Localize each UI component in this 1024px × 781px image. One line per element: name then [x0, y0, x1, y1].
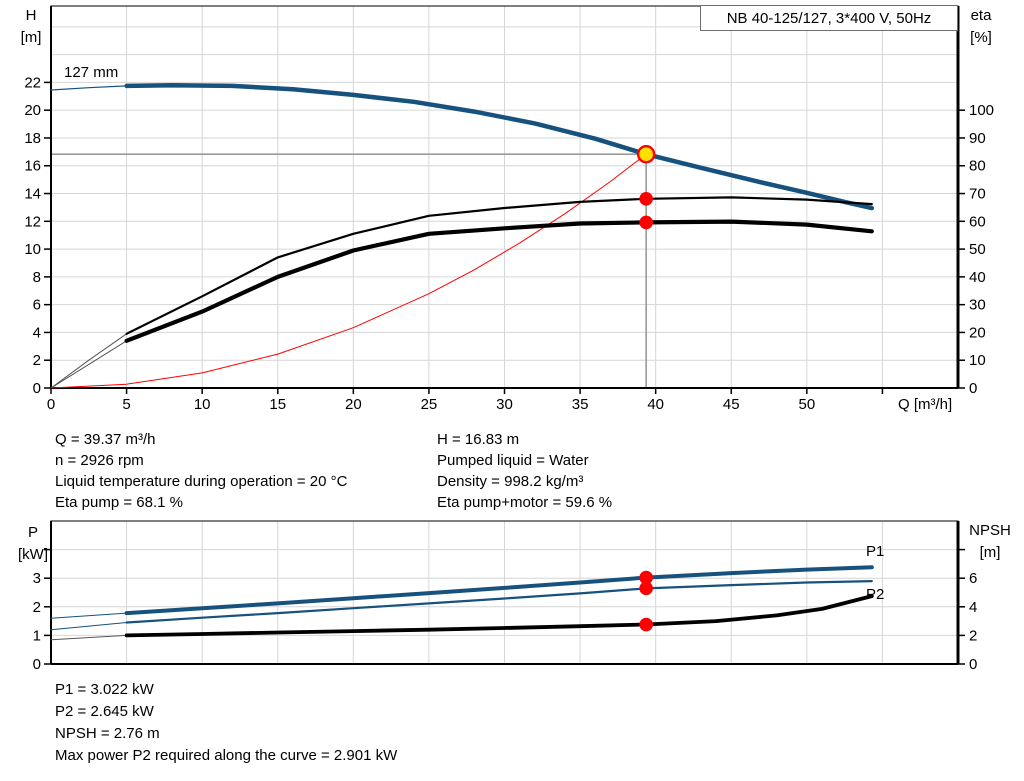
- curve-p2-thin: [50, 622, 128, 631]
- q-value-line: Q = 39.37 m³/h: [55, 431, 156, 448]
- p1-value-line: P1 = 3.022 kW: [55, 681, 154, 698]
- eta-pump-line: Eta pump = 68.1 %: [55, 494, 183, 511]
- tick-label-y-right: 70: [969, 186, 986, 203]
- tick-label-x: 20: [345, 396, 362, 413]
- tick-label-x: 45: [723, 396, 740, 413]
- axis-title: NPSH: [969, 522, 1011, 539]
- tick-label-x: 40: [647, 396, 664, 413]
- tick-label-y-left: 0: [33, 656, 41, 673]
- duty-info-left: Q = 39.37 m³/h n = 2926 rpm Liquid tempe…: [55, 429, 347, 513]
- tick-label-y-right: 4: [969, 599, 977, 616]
- axis-title: P: [28, 524, 38, 541]
- pump-title-box: NB 40-125/127, 3*400 V, 50Hz: [700, 5, 958, 31]
- tick-label-y-right: 90: [969, 130, 986, 147]
- tick-label-y-left: 2: [33, 599, 41, 616]
- curve-eta-pump: [125, 196, 873, 335]
- tick-label-y-right: 0: [969, 380, 977, 397]
- max-power-line: Max power P2 required along the curve = …: [55, 747, 398, 764]
- density-line: Density = 998.2 kg/m³: [437, 473, 584, 490]
- axis-title: eta: [971, 7, 993, 24]
- tick-label-y-left: 20: [24, 102, 41, 119]
- curve-npsh: [124, 594, 874, 638]
- tick-label-x: 25: [421, 396, 438, 413]
- tick-label-y-left: 2: [33, 352, 41, 369]
- eta-pump-point-marker: [639, 192, 653, 206]
- p1-point-marker: [639, 570, 653, 585]
- tick-label-y-right: 20: [969, 324, 986, 341]
- tick-label-y-right: 100: [969, 102, 994, 119]
- p1-label: P1: [866, 543, 884, 560]
- tick-label-y-right: 2: [969, 627, 977, 644]
- tick-label-x: 15: [269, 396, 286, 413]
- pump-title: NB 40-125/127, 3*400 V, 50Hz: [726, 9, 932, 27]
- tick-label-y-right: 80: [969, 158, 986, 175]
- tick-label-y-right: 10: [969, 352, 986, 369]
- impeller-size-label: 127 mm: [64, 64, 118, 81]
- tick-label-x: 5: [122, 396, 130, 413]
- curve-eta-pump-motor-thin: [50, 340, 128, 389]
- curve-p1-thin: [50, 612, 128, 619]
- duty-point-marker[interactable]: [636, 145, 656, 164]
- liquid-temperature-line: Liquid temperature during operation = 20…: [55, 473, 348, 490]
- curve-p2: [125, 580, 873, 624]
- tick-label-x: 0: [47, 396, 55, 413]
- tick-label-y-left: 8: [33, 269, 41, 286]
- tick-label-y-right: 60: [969, 213, 986, 230]
- curve-qh-127mm-thin: [50, 85, 128, 91]
- axis-title: [m]: [980, 544, 1001, 561]
- duty-info-right: H = 16.83 m Pumped liquid = Water Densit…: [437, 429, 612, 513]
- tick-label-y-left: 12: [24, 213, 41, 230]
- eta-pump-motor-line: Eta pump+motor = 59.6 %: [437, 494, 613, 511]
- h-value-line: H = 16.83 m: [437, 431, 520, 448]
- eta-pump-motor-point-marker: [639, 215, 653, 230]
- x-axis-title: Q [m³/h]: [898, 396, 952, 413]
- axis-title: [kW]: [18, 546, 48, 563]
- axis-title: [%]: [970, 29, 992, 46]
- curve-qh-127mm: [124, 82, 875, 211]
- tick-label-y-right: 6: [969, 570, 977, 587]
- curve-eta-pump-thin: [50, 333, 128, 389]
- tick-label-y-right: 40: [969, 269, 986, 286]
- tick-label-y-left: 10: [24, 241, 41, 258]
- tick-label-x: 10: [194, 396, 211, 413]
- curve-p1: [124, 565, 874, 616]
- tick-label-y-right: 0: [969, 656, 977, 673]
- tick-label-y-right: 30: [969, 297, 986, 314]
- axis-title: [m]: [21, 29, 42, 46]
- curve-npsh-thin: [50, 634, 128, 641]
- p2-label: P2: [866, 586, 884, 603]
- tick-label-y-left: 14: [24, 186, 41, 203]
- tick-label-y-left: 4: [33, 324, 41, 341]
- npsh-point-marker: [639, 617, 653, 632]
- tick-label-y-left: 6: [33, 297, 41, 314]
- power-info-block: P1 = 3.022 kW P2 = 2.645 kW NPSH = 2.76 …: [55, 679, 397, 767]
- tick-label-y-left: 0: [33, 380, 41, 397]
- curve-eta-pump-motor: [124, 219, 874, 343]
- curve-affinity-parabola: [50, 153, 647, 389]
- tick-label-y-left: 3: [33, 570, 41, 587]
- axis-title: H: [26, 7, 37, 24]
- tick-label-x: 30: [496, 396, 513, 413]
- tick-label-y-left: 16: [24, 158, 41, 175]
- tick-label-y-left: 1: [33, 627, 41, 644]
- p2-point-marker: [639, 581, 653, 596]
- power-npsh-chart: 0 1 2 3 0 2 4 6 P [kW] NPSH [m] P1 P2: [18, 520, 1011, 673]
- speed-line: n = 2926 rpm: [55, 452, 144, 469]
- tick-label-y-left: 22: [24, 74, 41, 91]
- p2-value-line: P2 = 2.645 kW: [55, 703, 154, 720]
- tick-label-y-left: 18: [24, 130, 41, 147]
- tick-label-x: 35: [572, 396, 589, 413]
- qh-efficiency-chart: 0246810121416182022010203040506070809010…: [21, 5, 994, 413]
- tick-label-y-right: 50: [969, 241, 986, 258]
- npsh-value-line: NPSH = 2.76 m: [55, 725, 160, 742]
- pumped-liquid-line: Pumped liquid = Water: [437, 452, 589, 469]
- tick-label-x: 50: [798, 396, 815, 413]
